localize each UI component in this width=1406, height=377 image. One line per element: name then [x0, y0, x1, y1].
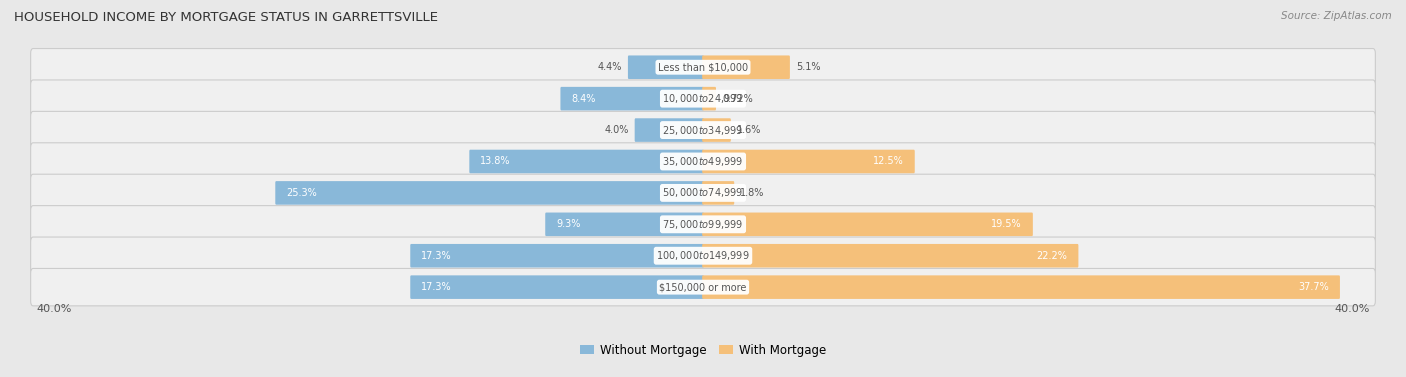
FancyBboxPatch shape	[628, 55, 704, 79]
FancyBboxPatch shape	[634, 118, 704, 142]
Text: HOUSEHOLD INCOME BY MORTGAGE STATUS IN GARRETTSVILLE: HOUSEHOLD INCOME BY MORTGAGE STATUS IN G…	[14, 11, 439, 24]
Text: 8.4%: 8.4%	[571, 93, 596, 104]
Text: $10,000 to $24,999: $10,000 to $24,999	[662, 92, 744, 105]
FancyBboxPatch shape	[31, 237, 1375, 274]
FancyBboxPatch shape	[31, 143, 1375, 180]
FancyBboxPatch shape	[702, 244, 1078, 268]
Text: 4.4%: 4.4%	[598, 62, 621, 72]
FancyBboxPatch shape	[276, 181, 704, 205]
Text: $50,000 to $74,999: $50,000 to $74,999	[662, 186, 744, 199]
FancyBboxPatch shape	[411, 244, 704, 268]
Text: 1.6%: 1.6%	[737, 125, 761, 135]
FancyBboxPatch shape	[31, 80, 1375, 117]
FancyBboxPatch shape	[470, 150, 704, 173]
FancyBboxPatch shape	[546, 213, 704, 236]
FancyBboxPatch shape	[31, 49, 1375, 86]
Text: 17.3%: 17.3%	[422, 282, 451, 292]
Text: 13.8%: 13.8%	[481, 156, 510, 167]
Text: 1.8%: 1.8%	[740, 188, 765, 198]
FancyBboxPatch shape	[411, 275, 704, 299]
Text: 0.72%: 0.72%	[721, 93, 752, 104]
FancyBboxPatch shape	[702, 275, 1340, 299]
Text: 17.3%: 17.3%	[422, 251, 451, 261]
Text: Source: ZipAtlas.com: Source: ZipAtlas.com	[1281, 11, 1392, 21]
Text: 37.7%: 37.7%	[1298, 282, 1329, 292]
FancyBboxPatch shape	[31, 205, 1375, 243]
FancyBboxPatch shape	[702, 55, 790, 79]
Text: 4.0%: 4.0%	[605, 125, 628, 135]
Legend: Without Mortgage, With Mortgage: Without Mortgage, With Mortgage	[575, 339, 831, 361]
FancyBboxPatch shape	[702, 87, 716, 110]
FancyBboxPatch shape	[31, 268, 1375, 306]
FancyBboxPatch shape	[31, 174, 1375, 211]
Text: $100,000 to $149,999: $100,000 to $149,999	[657, 249, 749, 262]
Text: $25,000 to $34,999: $25,000 to $34,999	[662, 124, 744, 136]
FancyBboxPatch shape	[702, 150, 915, 173]
FancyBboxPatch shape	[561, 87, 704, 110]
Text: $75,000 to $99,999: $75,000 to $99,999	[662, 218, 744, 231]
FancyBboxPatch shape	[702, 181, 734, 205]
Text: 22.2%: 22.2%	[1036, 251, 1067, 261]
Text: $35,000 to $49,999: $35,000 to $49,999	[662, 155, 744, 168]
Text: 5.1%: 5.1%	[796, 62, 820, 72]
Text: 25.3%: 25.3%	[287, 188, 316, 198]
FancyBboxPatch shape	[702, 213, 1033, 236]
Text: $150,000 or more: $150,000 or more	[659, 282, 747, 292]
Text: Less than $10,000: Less than $10,000	[658, 62, 748, 72]
Text: 19.5%: 19.5%	[991, 219, 1022, 229]
Text: 40.0%: 40.0%	[37, 303, 72, 314]
Text: 12.5%: 12.5%	[873, 156, 904, 167]
FancyBboxPatch shape	[31, 111, 1375, 149]
Text: 9.3%: 9.3%	[557, 219, 581, 229]
FancyBboxPatch shape	[702, 118, 731, 142]
Text: 40.0%: 40.0%	[1334, 303, 1369, 314]
